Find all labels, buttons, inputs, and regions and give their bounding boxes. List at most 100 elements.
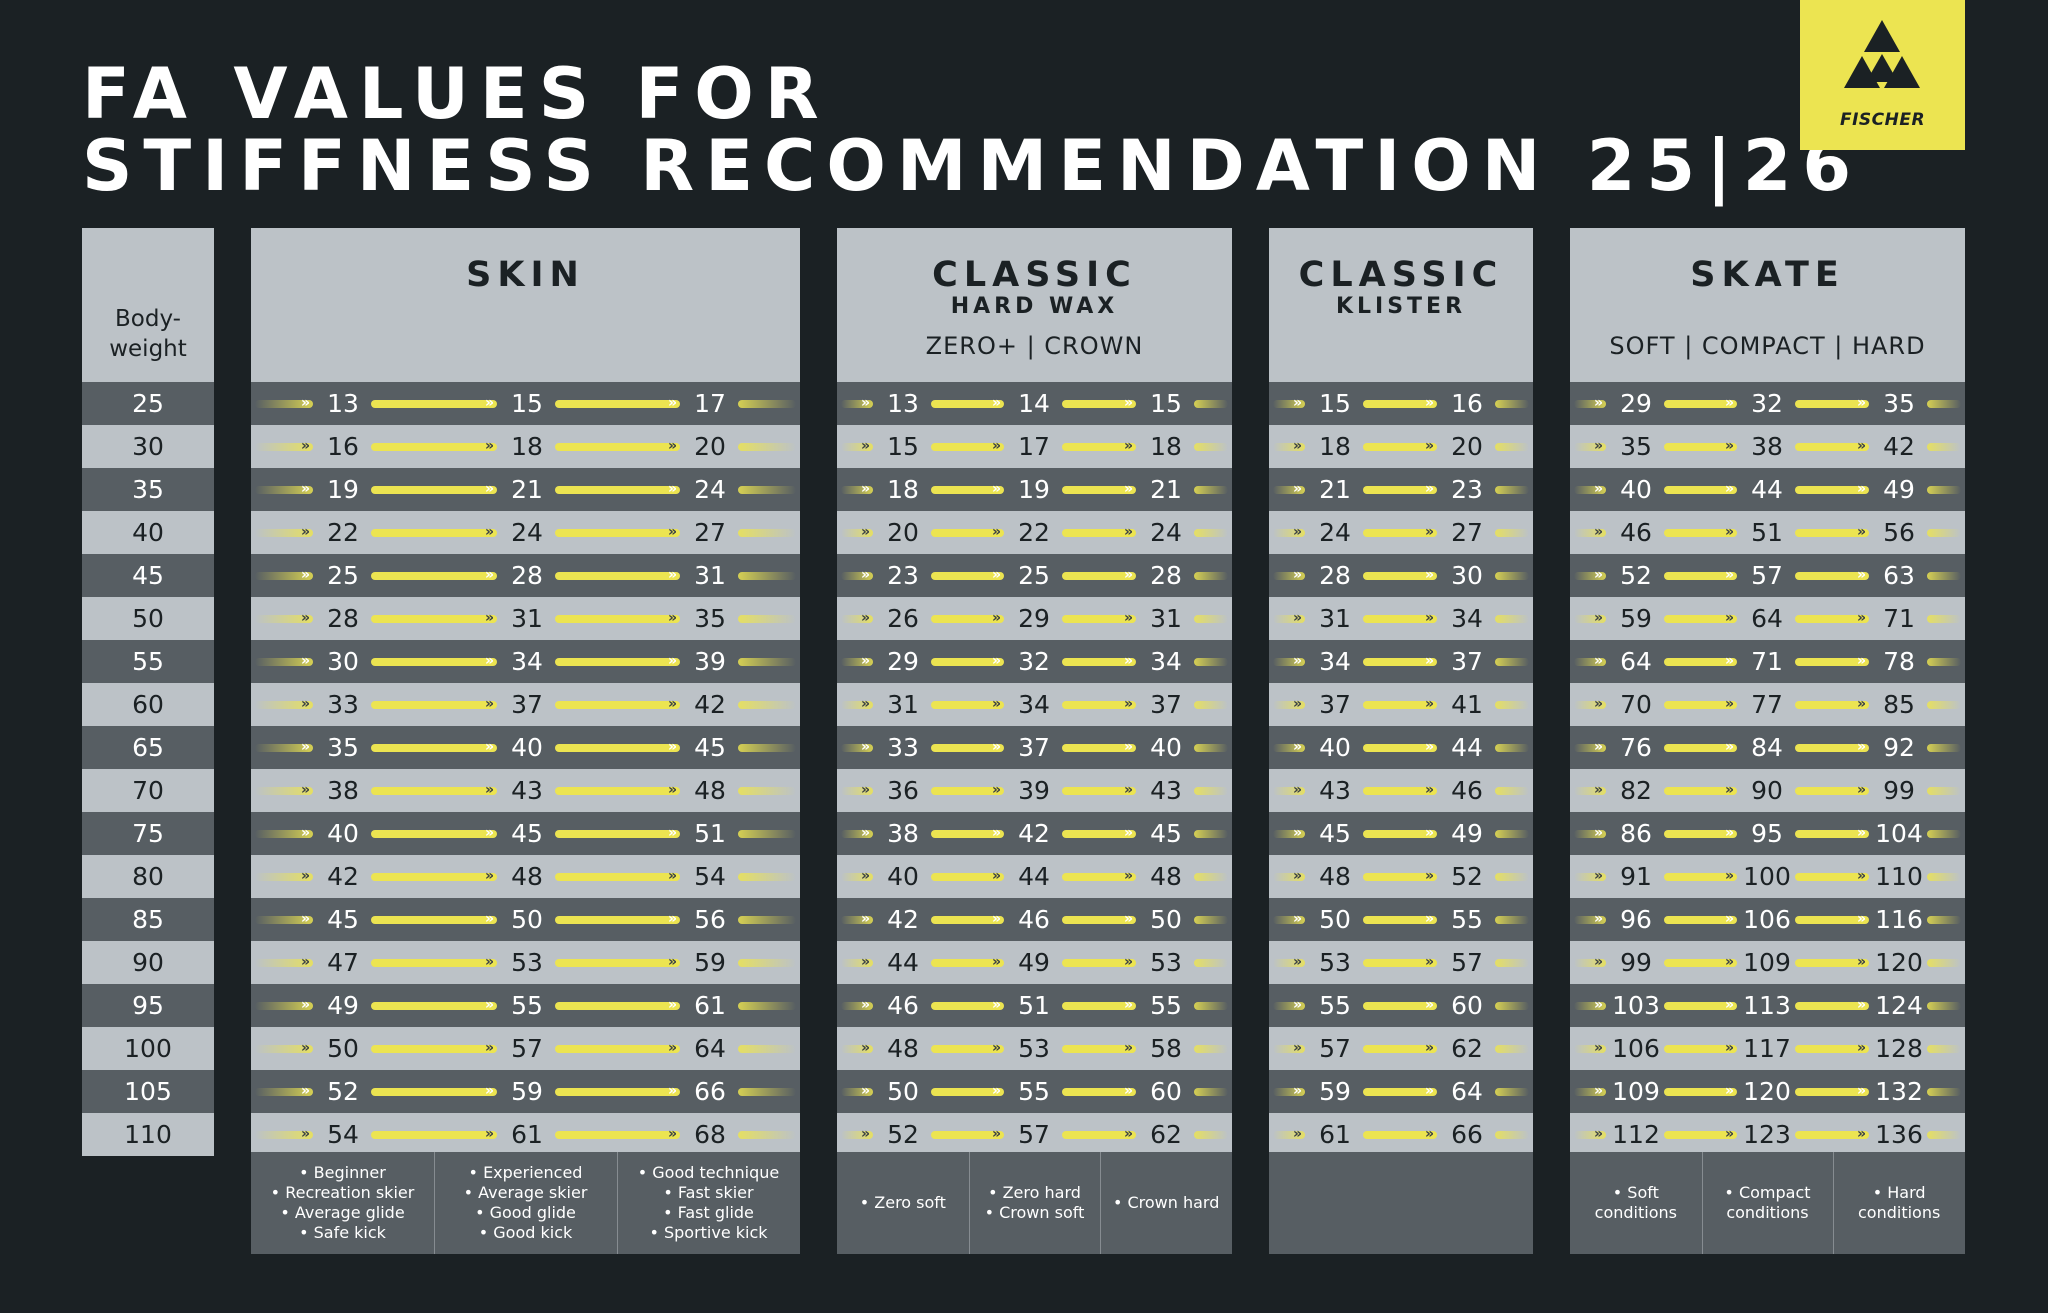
classic_klister-value: 31	[1319, 604, 1351, 633]
skin-value: 31	[694, 561, 726, 590]
chevron-icon: »	[668, 782, 678, 798]
classic_klister-value: 66	[1451, 1120, 1483, 1149]
skin-row: » » » 49 55 61	[251, 984, 800, 1027]
stiffness-bar	[1664, 830, 1737, 838]
chevron-icon: »	[861, 438, 871, 454]
stiffness-bar-end	[1495, 873, 1529, 881]
skin-value: 42	[327, 862, 359, 891]
stiffness-bar	[371, 701, 497, 709]
stiffness-bar-start	[1273, 400, 1305, 408]
chevron-icon: »	[1725, 954, 1735, 970]
footer-divider	[1701, 1152, 1703, 1254]
skate-value: 77	[1751, 690, 1783, 719]
chevron-icon: »	[992, 438, 1002, 454]
chevron-icon: »	[1725, 997, 1735, 1013]
stiffness-bar-start	[841, 830, 873, 838]
stiffness-bar	[555, 873, 680, 881]
stiffness-bar-start	[1574, 744, 1606, 752]
chevron-icon: »	[301, 696, 311, 712]
stiffness-bar-start	[1273, 615, 1305, 623]
chevron-icon: »	[1857, 1040, 1867, 1056]
stiffness-bar	[1363, 1045, 1437, 1053]
skate-row: » » » 96 106 116	[1570, 898, 1965, 941]
stiffness-bar-end	[738, 916, 796, 924]
skin-title: SKIN	[466, 255, 585, 295]
chevron-icon: »	[1293, 1083, 1303, 1099]
classic_hardwax-value: 22	[1018, 518, 1050, 547]
chevron-icon: »	[1425, 1040, 1435, 1056]
stiffness-bar	[931, 959, 1004, 967]
logo-brand-text: FISCHER	[1839, 110, 1926, 130]
stiffness-bar-start	[1574, 1131, 1606, 1139]
classic_klister-value: 16	[1451, 389, 1483, 418]
stiffness-bar-start	[841, 959, 873, 967]
classic_klister-value: 41	[1451, 690, 1483, 719]
classic_hardwax-footer-note: • Zero hard • Crown soft	[984, 1183, 1085, 1222]
stiffness-bar	[1795, 443, 1869, 451]
chevron-icon: »	[1293, 610, 1303, 626]
skin-row: » » » 25 28 31	[251, 554, 800, 597]
skin-value: 16	[327, 432, 359, 461]
chevron-icon: »	[1725, 438, 1735, 454]
stiffness-bar	[371, 658, 497, 666]
chevron-icon: »	[301, 610, 311, 626]
stiffness-bar	[1363, 400, 1437, 408]
stiffness-bar-start	[255, 873, 313, 881]
classic_klister-value: 60	[1451, 991, 1483, 1020]
stiffness-bar-start	[1273, 873, 1305, 881]
stiffness-bar	[1795, 529, 1869, 537]
skate-value: 49	[1883, 475, 1915, 504]
stiffness-bar	[1062, 873, 1136, 881]
skin-value: 57	[511, 1034, 543, 1063]
bodyweight-row: 45	[82, 554, 214, 597]
stiffness-bar-start	[1574, 1088, 1606, 1096]
stiffness-bar	[371, 959, 497, 967]
stiffness-bar	[1062, 1045, 1136, 1053]
stiffness-bar	[1795, 615, 1869, 623]
classic_klister-row: » » 59 64	[1269, 1070, 1533, 1113]
stiffness-bar	[1062, 830, 1136, 838]
chevron-icon: »	[485, 954, 495, 970]
classic-hardwax-options: ZERO+ | CROWN	[925, 332, 1144, 360]
classic_hardwax-value: 34	[1150, 647, 1182, 676]
bodyweight-value: 45	[132, 561, 164, 590]
stiffness-bar-end	[738, 959, 796, 967]
chevron-icon: »	[1594, 567, 1604, 583]
skate-row: » » » 109 120 132	[1570, 1070, 1965, 1113]
bodyweight-value: 50	[132, 604, 164, 633]
stiffness-bar	[1062, 916, 1136, 924]
stiffness-bar-start	[255, 486, 313, 494]
stiffness-bar-start	[841, 1088, 873, 1096]
classic_hardwax-value: 40	[887, 862, 919, 891]
footer-divider	[1833, 1152, 1835, 1254]
classic_hardwax-value: 37	[1150, 690, 1182, 719]
classic_hardwax-value: 13	[887, 389, 919, 418]
classic_hardwax-value: 29	[1018, 604, 1050, 633]
stiffness-bar	[371, 486, 497, 494]
chevron-icon: »	[668, 911, 678, 927]
stiffness-bar-start	[255, 615, 313, 623]
skin-value: 20	[694, 432, 726, 461]
stiffness-bar-end	[1495, 787, 1529, 795]
stiffness-bar-start	[1574, 443, 1606, 451]
stiffness-bar-end	[1495, 916, 1529, 924]
stiffness-bar-start	[1273, 1088, 1305, 1096]
stiffness-bar	[1363, 701, 1437, 709]
classic_hardwax-value: 50	[887, 1077, 919, 1106]
stiffness-bar	[1062, 787, 1136, 795]
skin-value: 27	[694, 518, 726, 547]
classic_hardwax-value: 52	[887, 1120, 919, 1149]
stiffness-bar-start	[255, 959, 313, 967]
stiffness-bar	[1664, 873, 1737, 881]
skate-value: 59	[1620, 604, 1652, 633]
skin-value: 42	[694, 690, 726, 719]
stiffness-bar	[1363, 744, 1437, 752]
chevron-icon: »	[861, 825, 871, 841]
stiffness-bar-end	[1927, 1045, 1961, 1053]
stiffness-bar	[1795, 486, 1869, 494]
chevron-icon: »	[992, 1040, 1002, 1056]
chevron-icon: »	[1425, 438, 1435, 454]
stiffness-bar	[1664, 1131, 1737, 1139]
stiffness-bar-start	[841, 572, 873, 580]
skin-value: 45	[511, 819, 543, 848]
